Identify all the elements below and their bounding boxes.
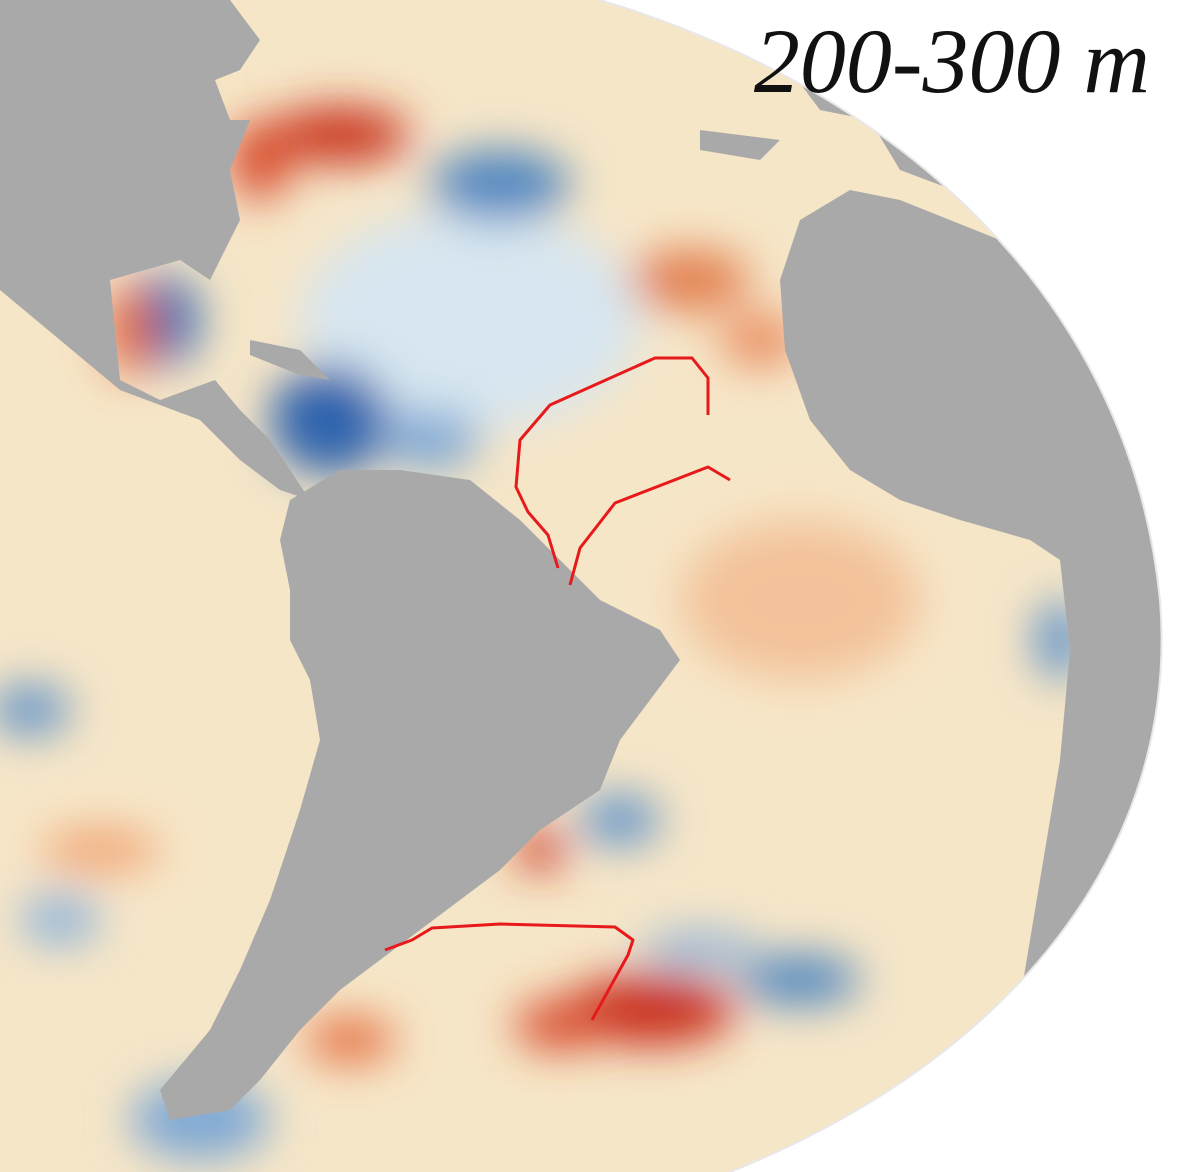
depth-label: 200-300 m bbox=[754, 10, 1150, 112]
globe-edge bbox=[599, 0, 1163, 1172]
current-lines bbox=[384, 356, 731, 1021]
anomaly-field bbox=[0, 15, 1085, 1160]
current-line bbox=[384, 922, 635, 1021]
current-line bbox=[514, 356, 710, 569]
current-line bbox=[568, 465, 731, 586]
